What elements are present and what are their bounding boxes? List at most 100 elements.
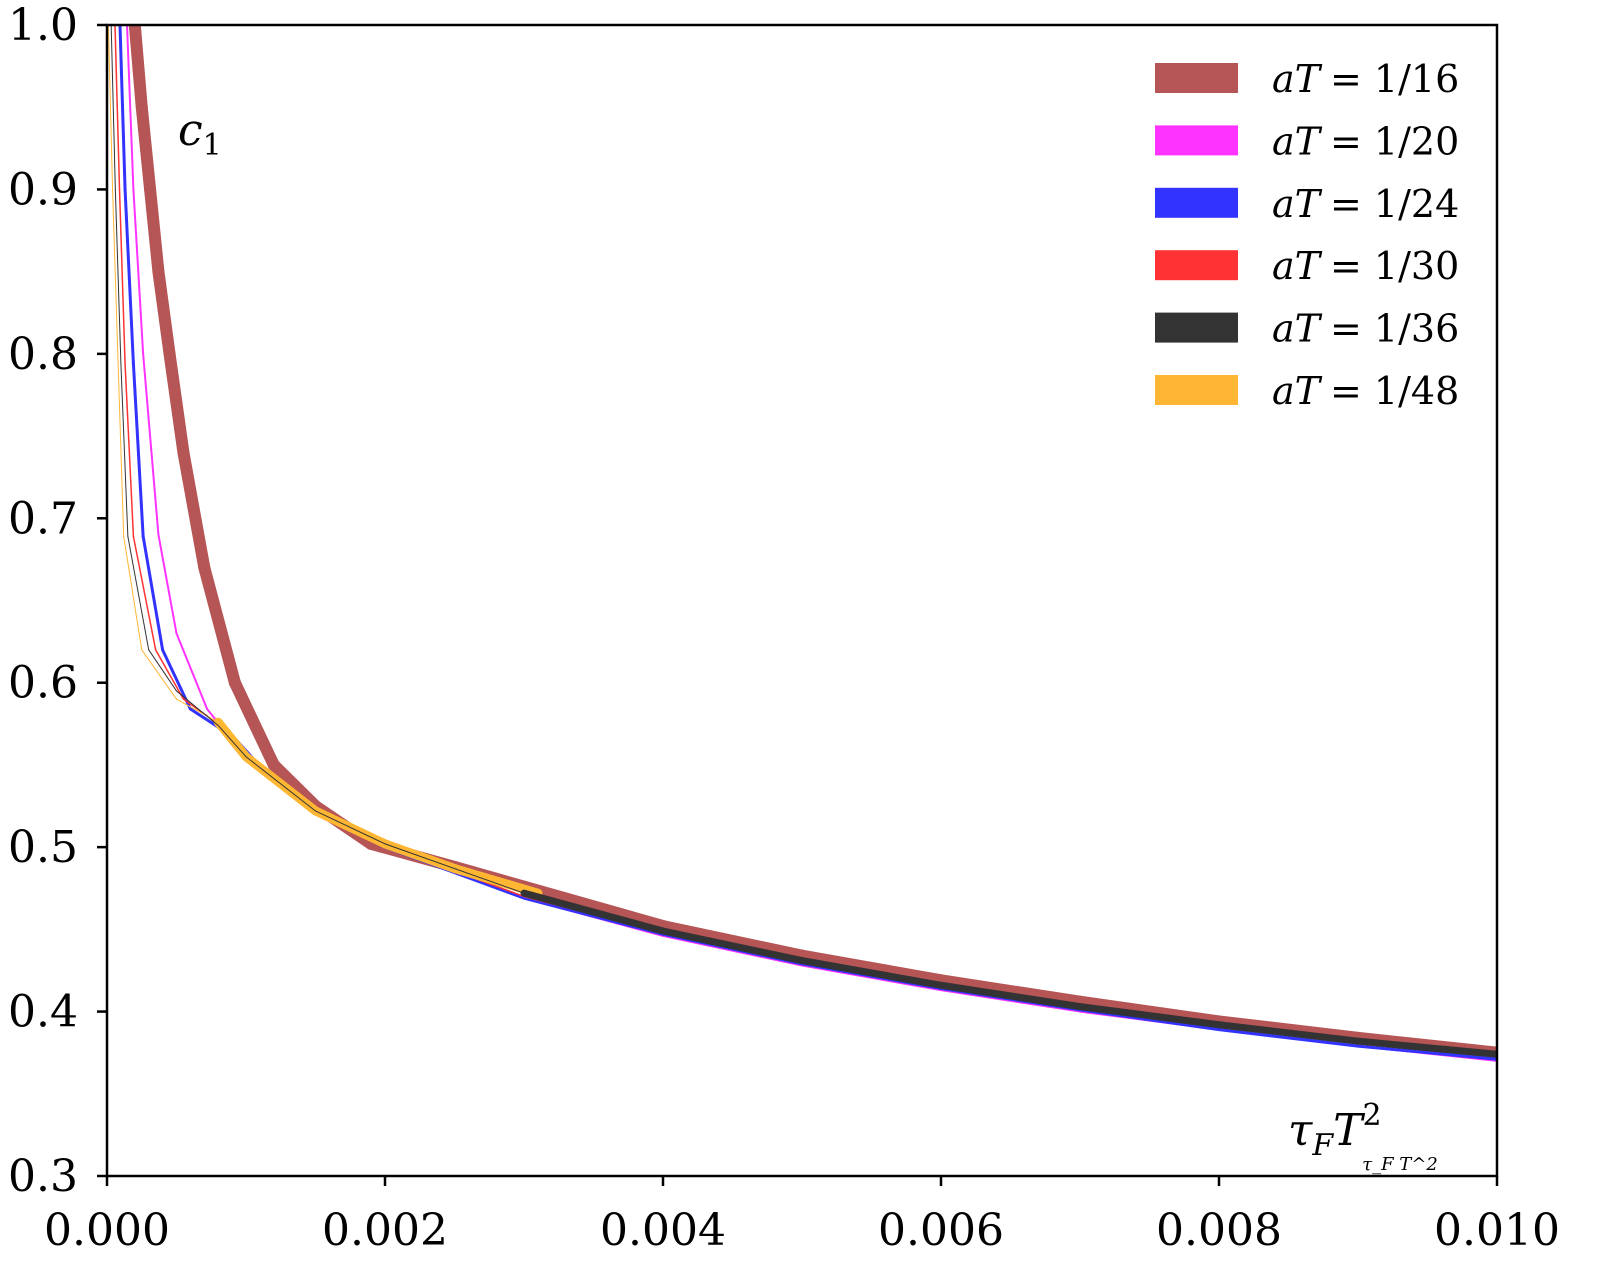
series-segment (154, 649, 185, 700)
legend-swatch (1155, 187, 1238, 218)
series-segment (935, 974, 1086, 1008)
series-segment (127, 535, 150, 651)
series-segment (659, 927, 806, 965)
series-segment (315, 810, 386, 845)
series-segment (798, 957, 945, 989)
series-segment (1217, 1028, 1360, 1048)
legend-label: aT = 1/16 (1272, 57, 1459, 101)
series-segment (141, 534, 165, 652)
series-segment (118, 25, 127, 191)
series-segment (124, 362, 135, 538)
legend-label: aT = 1/36 (1272, 307, 1459, 351)
series-segment (450, 864, 543, 898)
series-segment (245, 756, 316, 812)
series-line-4 (110, 25, 1497, 1058)
series-segment (107, 25, 114, 190)
series-segment (1074, 995, 1225, 1028)
series-segment (123, 535, 143, 651)
x-tick-label: 0.004 (600, 1205, 726, 1256)
series-segment (176, 698, 219, 723)
series-segment (163, 347, 190, 459)
series-segment (228, 676, 280, 771)
series-segment (112, 188, 119, 365)
x-tick-label: 0.000 (44, 1205, 170, 1256)
series-segment (198, 561, 241, 689)
y-axis-label: c1 (178, 105, 222, 163)
series-segment (1078, 1008, 1221, 1032)
x-tick-label: 0.008 (1156, 1205, 1282, 1256)
series-segment (384, 843, 525, 894)
x-axis-label: τFT2 (1288, 1098, 1382, 1163)
x-tick-label: 0.002 (322, 1205, 448, 1256)
series-segment (144, 183, 165, 278)
series-line-5 (107, 25, 543, 898)
y-tick-label: 1.0 (8, 0, 78, 51)
series-segment (141, 649, 177, 700)
y-tick-label: 0.4 (8, 987, 78, 1038)
series-segment (114, 25, 121, 191)
series-segment (796, 949, 947, 987)
legend-label: aT = 1/24 (1272, 182, 1459, 226)
series-segment (801, 964, 942, 992)
series-segment (142, 352, 160, 536)
series-segment (176, 690, 219, 726)
plot-frame (105, 23, 1499, 1178)
legend-item: aT = 1/30 (1155, 244, 1459, 288)
series-segment (157, 533, 178, 635)
y-tick-label: 0.6 (8, 658, 78, 709)
legend-label: aT = 1/30 (1272, 244, 1459, 288)
series-segment (118, 188, 126, 365)
series-segment (662, 934, 803, 967)
y-tick-label: 0.5 (8, 822, 78, 873)
y-tick-label: 0.3 (8, 1151, 78, 1202)
series-segment (1356, 1044, 1497, 1061)
series-segment (152, 265, 176, 360)
series-segment (114, 188, 122, 365)
series-segment (135, 101, 157, 196)
series-segment (132, 188, 145, 355)
ticks: 0.000 0.002 0.004 0.006 0.008 0.010 0.3 0.4 0.5 0… (8, 0, 1560, 1256)
series-segment (131, 362, 145, 538)
legend-swatch (1155, 63, 1238, 93)
series-segment (117, 363, 125, 537)
legend-item: aT = 1/16 (1155, 57, 1459, 101)
legend: aT = 1/16 aT = 1/20 aT = 1/24 aT = 1/30 aT = 1/36… (1155, 57, 1459, 413)
series-segment (177, 446, 211, 574)
series-segment (267, 758, 322, 813)
series-segment (1354, 1037, 1497, 1058)
y-tick-label: 0.7 (8, 493, 78, 544)
legend-swatch (1155, 375, 1238, 405)
x-tick-label: 0.010 (1434, 1205, 1560, 1256)
legend-item: aT = 1/48 (1155, 369, 1459, 413)
series-segment (937, 981, 1084, 1011)
series-segment (1215, 1021, 1362, 1045)
legend-item: aT = 1/36 (1155, 307, 1459, 351)
series-segment (940, 989, 1081, 1013)
series-segment (657, 920, 808, 962)
series-segment (110, 25, 116, 190)
legend-item: aT = 1/20 (1155, 119, 1459, 163)
y-tick-label: 0.8 (8, 329, 78, 380)
series-segment (123, 187, 135, 366)
series-segment (132, 535, 157, 651)
legend-label: aT = 1/20 (1272, 119, 1459, 163)
series-segment (1076, 1003, 1223, 1029)
legend-item: aT = 1/24 (1155, 182, 1459, 226)
series-line-2 (118, 25, 1497, 1061)
series-line-3 (114, 25, 1497, 1057)
series-segment (175, 632, 209, 711)
series-segment (518, 880, 669, 933)
series-segment (126, 25, 135, 191)
series-line-0 (128, 25, 1497, 1059)
series-segment (217, 724, 247, 758)
series-segment (120, 363, 129, 537)
legend-swatch (1155, 250, 1238, 281)
series-segment (148, 649, 177, 692)
y-tick-label: 0.9 (8, 164, 78, 215)
legend-label: aT = 1/48 (1272, 369, 1459, 413)
series-segment (128, 25, 148, 114)
series-segment (520, 889, 667, 935)
legend-swatch (1155, 312, 1238, 343)
